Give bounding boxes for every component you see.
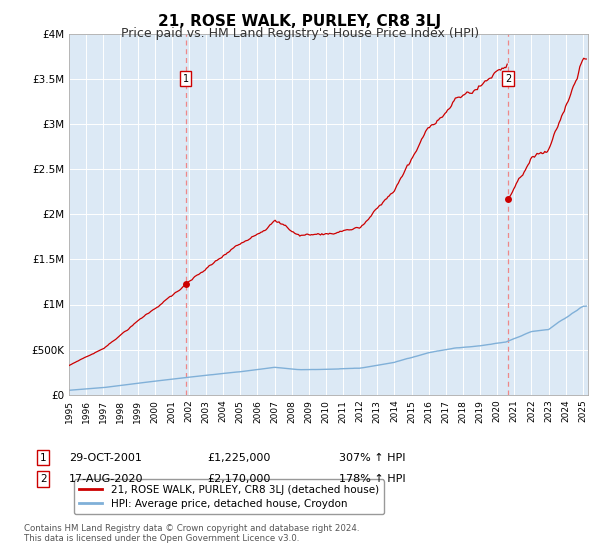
Text: 2: 2 — [40, 474, 47, 484]
Text: 1: 1 — [40, 452, 47, 463]
Text: 17-AUG-2020: 17-AUG-2020 — [69, 474, 143, 484]
Text: 2: 2 — [505, 74, 511, 84]
Text: 21, ROSE WALK, PURLEY, CR8 3LJ: 21, ROSE WALK, PURLEY, CR8 3LJ — [158, 14, 442, 29]
Text: Price paid vs. HM Land Registry's House Price Index (HPI): Price paid vs. HM Land Registry's House … — [121, 27, 479, 40]
Text: 307% ↑ HPI: 307% ↑ HPI — [339, 452, 406, 463]
Text: Contains HM Land Registry data © Crown copyright and database right 2024.
This d: Contains HM Land Registry data © Crown c… — [24, 524, 359, 543]
Text: 29-OCT-2001: 29-OCT-2001 — [69, 452, 142, 463]
Text: 178% ↑ HPI: 178% ↑ HPI — [339, 474, 406, 484]
Text: 1: 1 — [183, 74, 189, 84]
Legend: 21, ROSE WALK, PURLEY, CR8 3LJ (detached house), HPI: Average price, detached ho: 21, ROSE WALK, PURLEY, CR8 3LJ (detached… — [74, 479, 384, 514]
Text: £2,170,000: £2,170,000 — [207, 474, 271, 484]
Text: £1,225,000: £1,225,000 — [207, 452, 271, 463]
